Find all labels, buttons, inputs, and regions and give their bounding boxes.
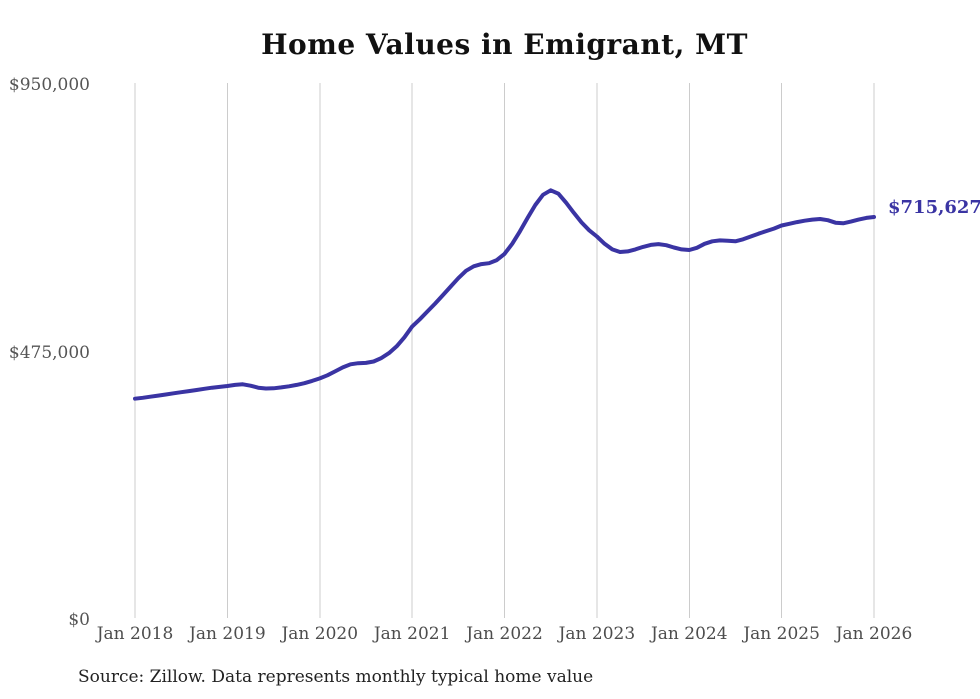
x-tick-label: Jan 2023 [558, 624, 636, 644]
latest-value-label: $715,627 [888, 197, 980, 218]
x-tick-label: Jan 2020 [281, 624, 359, 644]
home-value-line [133, 188, 876, 401]
source-note: Source: Zillow. Data represents monthly … [78, 667, 594, 687]
y-tick-label: $475,000 [8, 342, 90, 363]
x-tick-label: Jan 2018 [96, 624, 174, 644]
x-tick-label: Jan 2021 [373, 624, 451, 644]
x-tick-label: Jan 2022 [466, 624, 543, 644]
x-tick-label: Jan 2025 [743, 624, 820, 644]
x-tick-label: Jan 2024 [650, 624, 728, 644]
y-tick-label: $950,000 [8, 75, 90, 95]
y-tick-label: $0 [68, 610, 90, 630]
x-tick-label: Jan 2026 [835, 624, 913, 644]
chart-title: Home Values in Emigrant, MT [261, 28, 748, 61]
gridlines [134, 83, 875, 618]
x-tick-label: Jan 2019 [189, 624, 266, 644]
